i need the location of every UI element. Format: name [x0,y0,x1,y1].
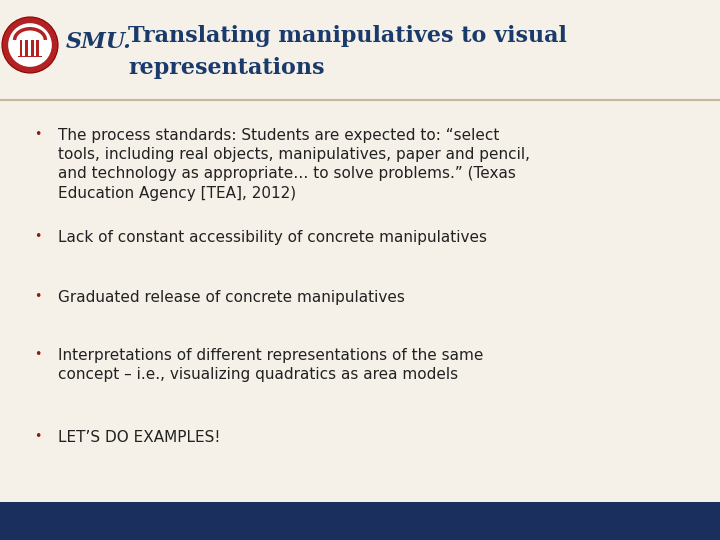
Text: Interpretations of different representations of the same
concept – i.e., visuali: Interpretations of different representat… [58,348,483,382]
Text: Lack of constant accessibility of concrete manipulatives: Lack of constant accessibility of concre… [58,230,487,245]
Text: •: • [35,430,42,443]
Text: •: • [35,348,42,361]
Text: •: • [35,128,42,141]
FancyBboxPatch shape [0,502,720,540]
FancyBboxPatch shape [37,40,40,56]
Text: LET’S DO EXAMPLES!: LET’S DO EXAMPLES! [58,430,220,445]
FancyBboxPatch shape [25,40,28,56]
FancyBboxPatch shape [19,40,22,56]
Text: SMU.: SMU. [66,31,132,53]
Text: •: • [35,230,42,243]
FancyBboxPatch shape [18,56,42,57]
Text: Graduated release of concrete manipulatives: Graduated release of concrete manipulati… [58,290,405,305]
Text: The process standards: Students are expected to: “select
tools, including real o: The process standards: Students are expe… [58,128,530,200]
FancyBboxPatch shape [31,40,34,56]
Circle shape [2,17,58,73]
Circle shape [8,23,52,67]
Text: representations: representations [128,57,325,79]
Text: Translating manipulatives to visual: Translating manipulatives to visual [128,25,567,47]
Text: •: • [35,290,42,303]
